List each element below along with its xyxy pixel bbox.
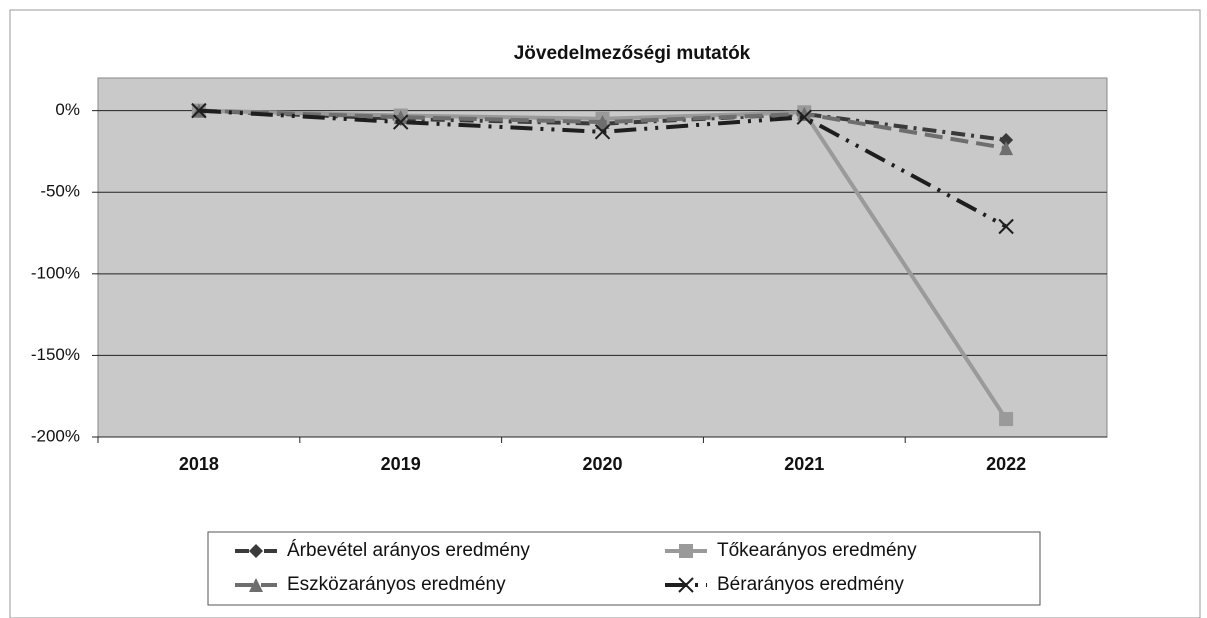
legend-label: Eszközarányos eredmény (287, 574, 506, 595)
x-tick-label: 2018 (179, 454, 219, 474)
legend-label: Árbevétel arányos eredmény (287, 540, 530, 561)
marker (249, 578, 263, 592)
y-tick-label: -100% (31, 263, 80, 282)
x-tick-label: 2022 (986, 454, 1026, 474)
y-tick-label: 0% (55, 100, 80, 119)
legend-label: Bérarányos eredmény (717, 574, 904, 595)
series-line (198, 108, 1007, 142)
marker (678, 577, 694, 593)
marker (998, 218, 1014, 235)
chart-title: Jövedelmezőségi mutatók (514, 43, 751, 64)
y-tick-label: -150% (31, 345, 80, 364)
x-tick-label: 2020 (582, 454, 622, 474)
y-tick-label: -50% (40, 182, 80, 201)
marker (392, 114, 409, 130)
marker (595, 115, 610, 130)
legend-label: Tőkearányos eredmény (717, 540, 917, 561)
marker (999, 412, 1014, 427)
marker (679, 544, 693, 558)
y-tick-label: -200% (31, 426, 80, 445)
marker (796, 109, 813, 125)
marker (249, 544, 263, 558)
marker (191, 102, 207, 119)
legend (207, 531, 1041, 606)
x-tick-label: 2019 (381, 454, 421, 474)
marker (999, 141, 1014, 156)
x-tick-label: 2021 (784, 454, 824, 474)
series-line (198, 108, 1008, 229)
marker (594, 124, 611, 140)
marker (999, 133, 1014, 148)
